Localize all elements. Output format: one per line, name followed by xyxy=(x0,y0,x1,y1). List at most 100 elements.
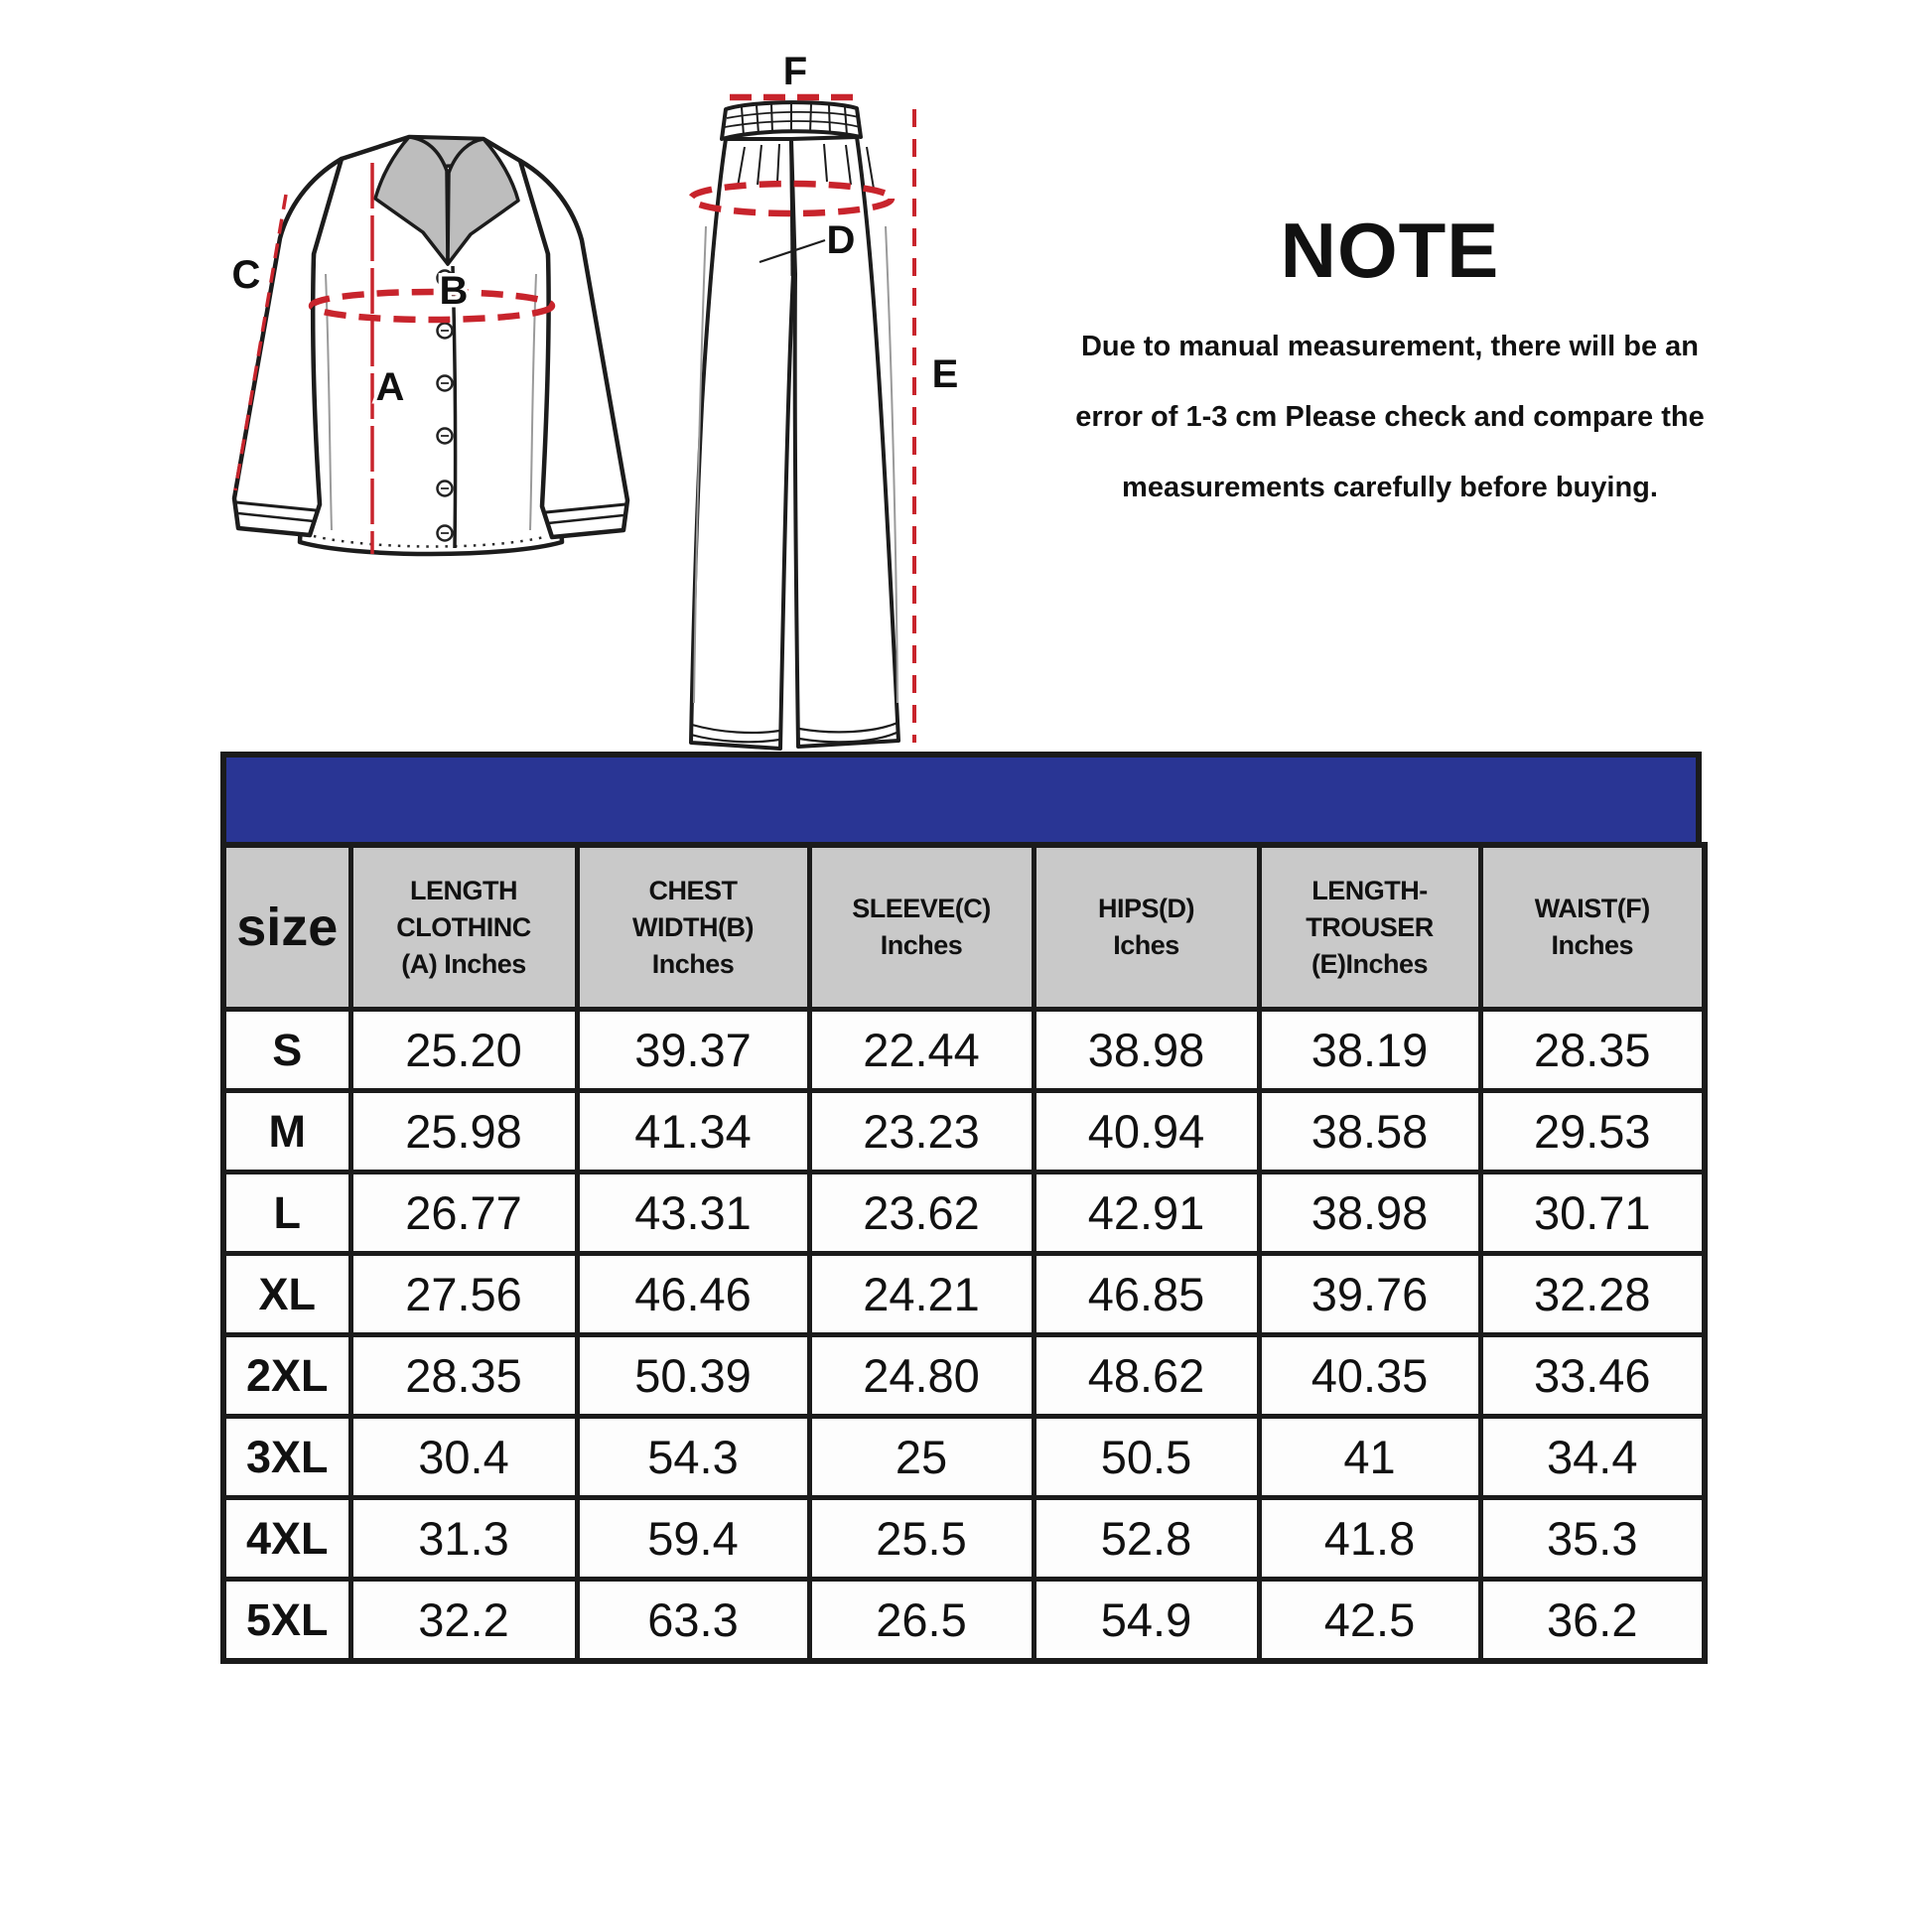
value-cell: 40.35 xyxy=(1256,1332,1483,1419)
value-cell: 24.80 xyxy=(806,1332,1036,1419)
size-cell: XL xyxy=(220,1251,353,1337)
size-cell: 2XL xyxy=(220,1332,353,1419)
value-cell: 63.3 xyxy=(574,1577,812,1664)
value-cell: 33.46 xyxy=(1477,1332,1708,1419)
note-line: Due to manual measurement, there will be… xyxy=(1080,331,1700,362)
shirt-left-lapel xyxy=(373,135,450,266)
table-title-bar xyxy=(220,752,1702,842)
value-cell: 28.35 xyxy=(1477,1007,1708,1093)
value-cell: 36.2 xyxy=(1477,1577,1708,1664)
value-cell: 34.4 xyxy=(1477,1414,1708,1500)
value-cell: 23.23 xyxy=(806,1088,1036,1174)
trouser-right-leg xyxy=(789,135,900,749)
shirt-diagram: C A B xyxy=(228,134,630,557)
size-cell: S xyxy=(220,1007,353,1093)
column-header-length-trouser: LENGTH- TROUSER (E)Inches xyxy=(1256,842,1483,1012)
label-waist-f: F xyxy=(783,50,807,93)
value-cell: 25.5 xyxy=(806,1495,1036,1582)
value-cell: 24.21 xyxy=(806,1251,1036,1337)
center-seam xyxy=(789,138,794,277)
trousers-diagram: F D E xyxy=(687,48,962,751)
size-cell: L xyxy=(220,1170,353,1256)
value-cell: 59.4 xyxy=(574,1495,812,1582)
value-cell: 25.98 xyxy=(347,1088,580,1174)
value-cell: 38.98 xyxy=(1256,1170,1483,1256)
value-cell: 48.62 xyxy=(1031,1332,1262,1419)
sleeve-measure-line-c xyxy=(233,194,288,491)
value-cell: 22.44 xyxy=(806,1007,1036,1093)
value-cell: 23.62 xyxy=(806,1170,1036,1256)
column-header-length-clothing: LENGTH CLOTHINC (A) Inches xyxy=(347,842,580,1012)
value-cell: 46.46 xyxy=(574,1251,812,1337)
column-header-waist: WAIST(F) Inches xyxy=(1477,842,1708,1012)
value-cell: 52.8 xyxy=(1031,1495,1262,1582)
value-cell: 41.8 xyxy=(1256,1495,1483,1582)
value-cell: 39.76 xyxy=(1256,1251,1483,1337)
shirt-left-sleeve xyxy=(231,156,345,538)
value-cell: 43.31 xyxy=(574,1170,812,1256)
note-line: measurements carefully before buying. xyxy=(1122,472,1658,503)
value-cell: 38.19 xyxy=(1256,1007,1483,1093)
size-cell: 4XL xyxy=(220,1495,353,1582)
value-cell: 41 xyxy=(1256,1414,1483,1500)
note-section: NOTE Due to manual measurement, there wi… xyxy=(1023,210,1757,523)
value-cell: 42.91 xyxy=(1031,1170,1262,1256)
value-cell: 32.28 xyxy=(1477,1251,1708,1337)
shirt-right-lapel xyxy=(446,137,520,266)
table-row: XL 27.56 46.46 24.21 46.85 39.76 32.28 xyxy=(220,1251,1708,1337)
column-header-hips: HIPS(D) Iches xyxy=(1031,842,1262,1012)
table-row: 3XL 30.4 54.3 25 50.5 41 34.4 xyxy=(220,1414,1708,1500)
value-cell: 30.4 xyxy=(347,1414,580,1500)
value-cell: 46.85 xyxy=(1031,1251,1262,1337)
trouser-left-leg xyxy=(689,137,795,751)
note-line: error of 1-3 cm Please check and compare… xyxy=(1075,401,1705,433)
header-row: size LENGTH CLOTHINC (A) Inches CHEST WI… xyxy=(220,842,1708,1012)
buttons xyxy=(436,269,454,542)
value-cell: 40.94 xyxy=(1031,1088,1262,1174)
size-table-section: size LENGTH CLOTHINC (A) Inches CHEST WI… xyxy=(220,752,1708,1664)
column-header-size: size xyxy=(220,842,353,1012)
button-placket xyxy=(451,265,458,549)
value-cell: 39.37 xyxy=(574,1007,812,1093)
value-cell: 27.56 xyxy=(347,1251,580,1337)
size-cell: 5XL xyxy=(220,1577,353,1664)
value-cell: 32.2 xyxy=(347,1577,580,1664)
table-row: 2XL 28.35 50.39 24.80 48.62 40.35 33.46 xyxy=(220,1332,1708,1419)
value-cell: 42.5 xyxy=(1256,1577,1483,1664)
label-trouser-length-e: E xyxy=(932,352,959,396)
value-cell: 28.35 xyxy=(347,1332,580,1419)
value-cell: 54.3 xyxy=(574,1414,812,1500)
label-chest-b: B xyxy=(440,269,469,313)
table-row: S 25.20 39.37 22.44 38.98 38.19 28.35 xyxy=(220,1007,1708,1093)
value-cell: 54.9 xyxy=(1031,1577,1262,1664)
note-title: NOTE xyxy=(1280,207,1500,294)
value-cell: 29.53 xyxy=(1477,1088,1708,1174)
table-row: 5XL 32.2 63.3 26.5 54.9 42.5 36.2 xyxy=(220,1577,1708,1664)
value-cell: 26.77 xyxy=(347,1170,580,1256)
chest-measure-ellipse-b xyxy=(308,288,556,324)
hips-measure-ellipse-d xyxy=(687,180,896,217)
value-cell: 50.39 xyxy=(574,1332,812,1419)
table-row: 4XL 31.3 59.4 25.5 52.8 41.8 35.3 xyxy=(220,1495,1708,1582)
column-header-sleeve: SLEEVE(C) Inches xyxy=(806,842,1036,1012)
value-cell: 35.3 xyxy=(1477,1495,1708,1582)
value-cell: 50.5 xyxy=(1031,1414,1262,1500)
label-length-a: A xyxy=(376,365,405,409)
table-row: M 25.98 41.34 23.23 40.94 38.58 29.53 xyxy=(220,1088,1708,1174)
size-cell: 3XL xyxy=(220,1414,353,1500)
table-row: L 26.77 43.31 23.62 42.91 38.98 30.71 xyxy=(220,1170,1708,1256)
hips-pointer-line xyxy=(759,238,826,264)
value-cell: 31.3 xyxy=(347,1495,580,1582)
value-cell: 38.98 xyxy=(1031,1007,1262,1093)
label-hips-d: D xyxy=(827,218,856,262)
column-header-chest-width: CHEST WIDTH(B) Inches xyxy=(574,842,812,1012)
value-cell: 26.5 xyxy=(806,1577,1036,1664)
label-sleeve-c: C xyxy=(232,253,261,297)
value-cell: 41.34 xyxy=(574,1088,812,1174)
size-table: size LENGTH CLOTHINC (A) Inches CHEST WI… xyxy=(220,842,1708,1664)
value-cell: 38.58 xyxy=(1256,1088,1483,1174)
size-cell: M xyxy=(220,1088,353,1174)
value-cell: 30.71 xyxy=(1477,1170,1708,1256)
value-cell: 25.20 xyxy=(347,1007,580,1093)
